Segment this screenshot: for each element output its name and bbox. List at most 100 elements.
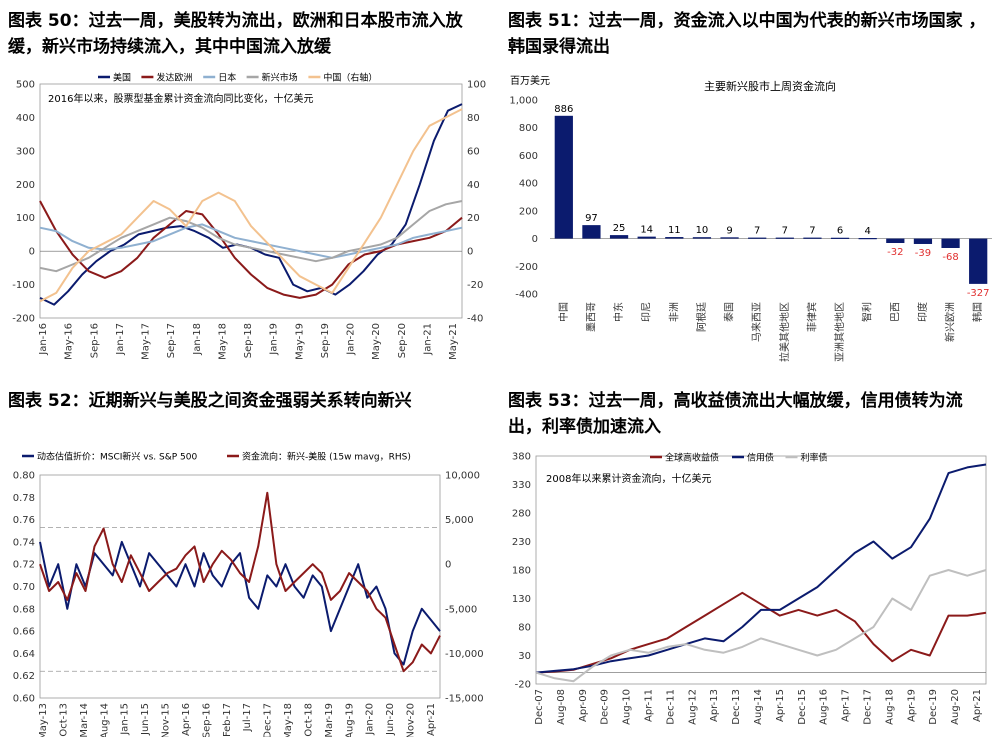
fig51-bar [665,237,684,239]
fig50-ytick-label: -100 [12,280,35,291]
fig51-bar [692,237,712,239]
fig51-ytick-label: 600 [519,151,538,162]
fig51-bar [637,236,656,239]
fig52-ytick-label: 0.80 [13,471,35,482]
fig51-value-label: 14 [640,225,653,236]
fig53-xtick-label: Aug-08 [556,689,567,725]
fig51-bar [775,237,794,239]
fig50-ytick-label: 400 [16,113,35,124]
fig51-bar [830,237,850,239]
fig50-ytick-label: 200 [16,180,35,191]
fig53-ytick-label: 330 [512,480,531,491]
fig51-category-label: 中国 [557,302,570,322]
fig51-title: 图表 51：过去一周，资金流入以中国为代表的新兴市场国家 ，韩国录得流出 [508,11,986,57]
fig53-ytick-label: 130 [512,594,531,605]
fig50-xtick-label: Sep-17 [166,323,177,358]
fig50-legend-label: 发达欧洲 [156,72,192,84]
fig53-xtick-label: Aug-12 [687,689,698,725]
fig53-ytick-label: 280 [512,509,531,520]
fig51-bar [913,238,933,244]
fig50-series-line-2 [39,223,463,259]
fig53-xtick-label: Apr-09 [578,689,589,722]
fig50-y2tick-label: 80 [467,113,480,124]
fig52-xtick-label: Jan-15 [120,703,131,736]
fig50-title: 图表 50：过去一周，美股转为流出，欧洲和日本股市流入放缓，新兴市场持续流入，其… [8,11,463,57]
fig52-ytick-label: 0.74 [13,537,35,548]
fig50-y2tick-label: 0 [467,247,473,258]
fig52-ytick-label: 0.72 [13,560,35,571]
fig52-y2tick-label: 5,000 [445,515,474,526]
fig51-ytick-label: 800 [519,123,538,134]
fig50-xtick-label: May-18 [217,323,228,360]
fig53-xtick-label: Aug-18 [884,689,895,725]
fig51-category-label: 泰国 [723,302,736,322]
fig51-value-label: 4 [865,226,871,237]
fig51-category-label: 墨西哥 [585,302,597,332]
fig53-ytick-label: 30 [518,651,531,662]
fig52-plot-frame [39,474,441,699]
fig51-category-label: 印度 [916,302,929,322]
fig51-category-label: 智利 [861,302,874,322]
fig50-legend-label: 新兴市场 [262,72,298,84]
fig52-y2tick-label: -15,000 [445,694,484,705]
fig50-ytick-label: 0 [29,247,35,258]
fig52-series-line-0 [39,540,441,666]
fig52-ytick-label: 0.68 [13,604,35,615]
fig51-bar [886,238,905,244]
fig52-series-line-1 [39,491,441,673]
fig52-y2tick-label: 10,000 [445,471,480,482]
fig52-xtick-label: Apr-16 [181,703,192,736]
fig51-value-label: 7 [754,226,760,237]
fig51-value-label: 25 [613,223,626,234]
fig52-xtick-label: Aug-14 [99,703,110,737]
fig51-y-unit: 百万美元 [510,74,550,87]
fig52-xtick-label: Dec-17 [263,703,274,737]
fig52-legend-label: 动态估值折价：MSCI新兴 vs. S&P 500 [37,451,197,463]
fig50-plot-frame [39,83,463,319]
fig53-xtick-label: Dec-15 [797,689,808,725]
fig51-category-label: 中东 [612,302,625,322]
fig50-legend-label: 中国（右轴） [323,72,377,84]
fig51-value-label: 10 [696,225,709,236]
fig50-y2tick-label: -20 [467,280,483,291]
fig50-y2tick-label: 40 [467,180,480,191]
fig50-xtick-label: Sep-18 [243,323,254,358]
fig52-xtick-label: Apr-21 [426,703,437,736]
fig51-bar [941,238,960,248]
fig51-value-label: -68 [942,252,958,263]
fig50-y2tick-label: -40 [467,314,483,325]
fig53-plot-frame [535,455,987,685]
fig53-xtick-label: Apr-19 [906,689,917,722]
fig52-legend-label: 资金流向：新兴-美股 (15w mavg，RHS) [242,451,411,463]
fig50-series-line-3 [39,200,463,273]
fig50-xtick-label: Jan-20 [346,323,357,356]
fig50-legend-label: 日本 [218,72,236,84]
fig51-bar [609,235,629,239]
fig51-value-label: -39 [915,248,931,259]
fig50-xtick-label: Jan-18 [192,323,203,356]
fig53-xtick-label: Dec-19 [928,689,939,725]
fig52-xtick-label: Mar-14 [79,703,90,737]
fig50-xtick-label: Jan-21 [422,323,433,356]
fig50-xtick-label: May-16 [64,323,75,360]
fig52-xtick-label: Nov-15 [161,703,172,737]
fig51-bar [720,237,739,239]
fig53-legend-label: 利率债 [801,452,828,464]
fig53-ytick-label: 230 [512,537,531,548]
fig51-ytick-label: 0 [532,234,538,245]
fig52-ytick-label: 0.76 [13,515,35,526]
fig52-xtick-label: Feb-17 [222,703,233,737]
fig53-legend-label: 信用债 [747,452,774,464]
fig51-value-label: 9 [726,225,732,236]
fig53-series-line-0 [535,591,987,674]
fig52-xtick-label: Aug-19 [344,703,355,737]
fig50-xtick-label: Jan-17 [115,323,126,356]
fig50-chart: 5004003002001000-100-200100806040200-20-… [12,72,486,360]
fig53-legend-label: 全球高收益债 [665,452,719,464]
fig51-category-label: 菲律宾 [805,302,818,332]
fig53-xtick-label: Dec-13 [731,689,742,725]
fig53-annotation: 2008年以来累计资金流向，十亿美元 [546,472,711,485]
fig53-xtick-label: Apr-15 [775,689,786,722]
fig52-xtick-label: Sep-16 [201,703,212,737]
